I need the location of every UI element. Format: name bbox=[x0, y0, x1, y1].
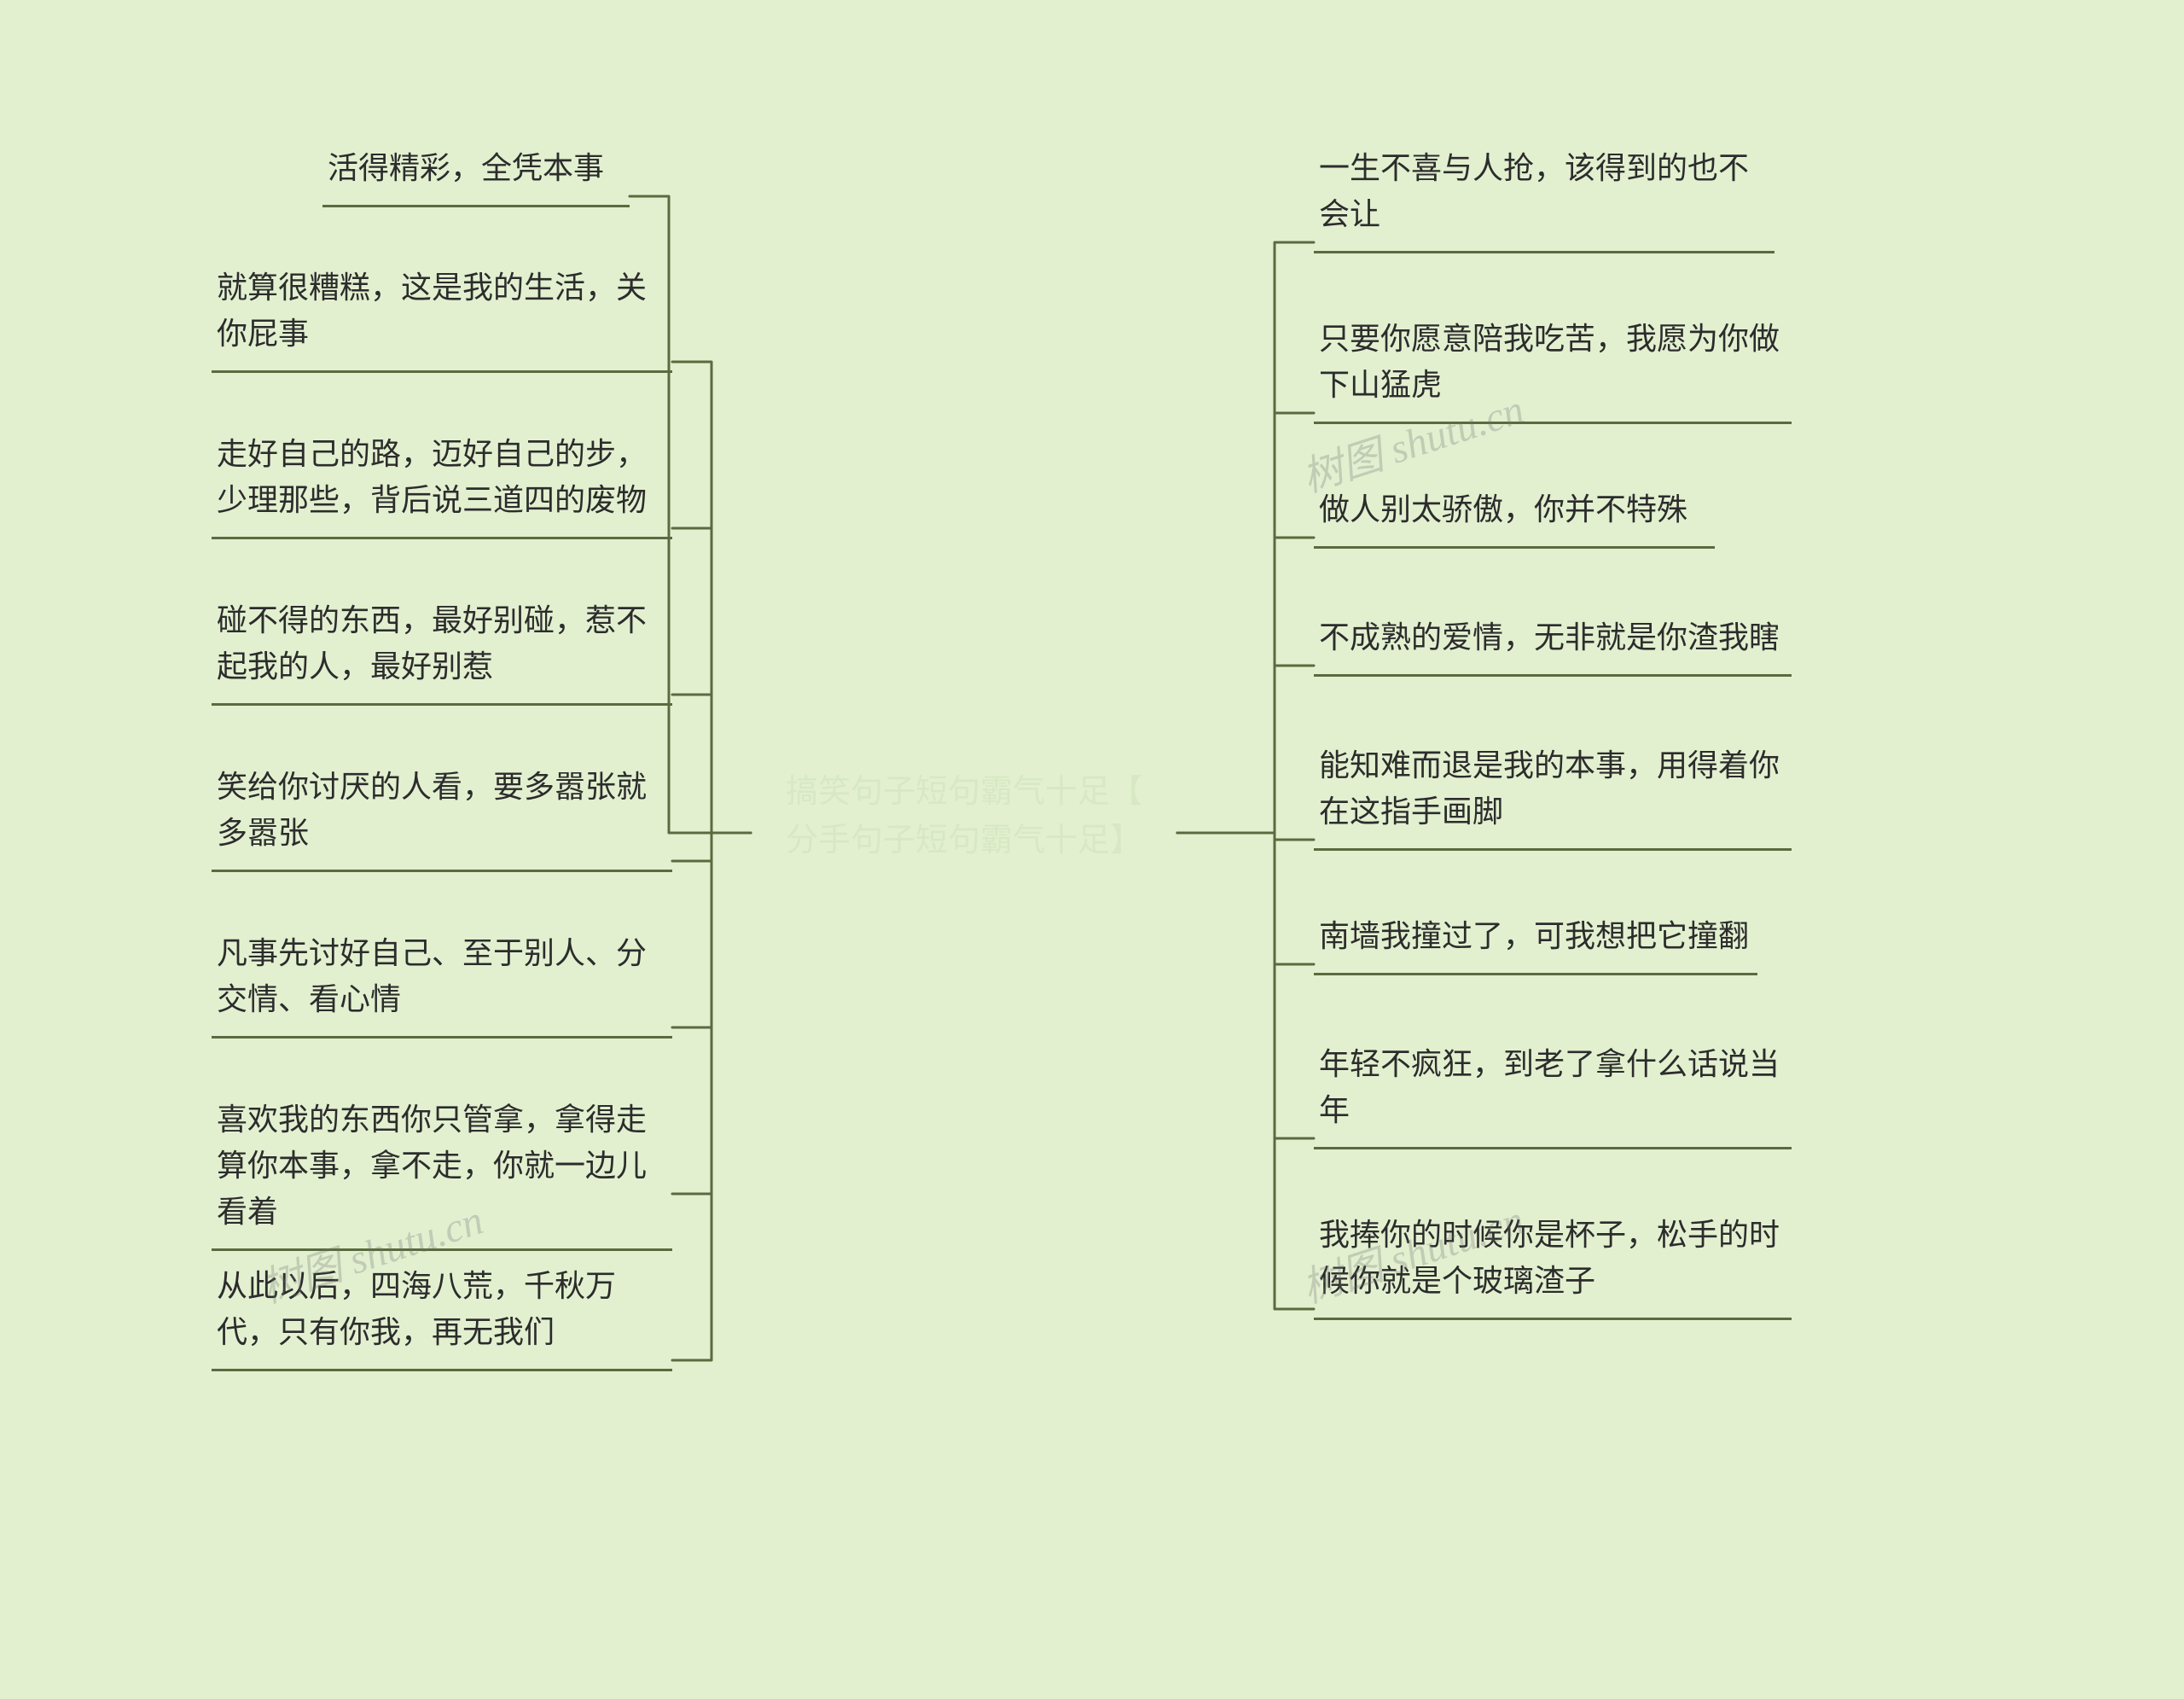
right-leaf-4: 能知难而退是我的本事，用得着你在这指手画脚 bbox=[1314, 734, 1792, 851]
leaf-text: 不成熟的爱情，无非就是你渣我瞎 bbox=[1319, 620, 1780, 655]
leaf-text: 碰不得的东西，最好别碰，惹不起我的人，最好别惹 bbox=[217, 602, 647, 684]
left-leaf-5: 凡事先讨好自己、至于别人、分交情、看心情 bbox=[212, 922, 672, 1039]
leaf-text: 从此以后，四海八荒，千秋万代，只有你我，再无我们 bbox=[217, 1268, 616, 1349]
right-leaf-6: 年轻不疯狂，到老了拿什么话说当年 bbox=[1314, 1033, 1792, 1149]
left-leaf-4: 笑给你讨厌的人看，要多嚣张就多嚣张 bbox=[212, 755, 672, 872]
center-node: 搞笑句子短句霸气十足【 分手句子短句霸气十足】 bbox=[751, 756, 1177, 877]
right-leaf-1: 只要你愿意陪我吃苦，我愿为你做下山猛虎 bbox=[1314, 307, 1792, 424]
left-leaf-1: 就算很糟糕，这是我的生活，关你屁事 bbox=[212, 256, 672, 373]
right-leaf-3: 不成熟的爱情，无非就是你渣我瞎 bbox=[1314, 606, 1792, 677]
leaf-text: 喜欢我的东西你只管拿，拿得走算你本事，拿不走，你就一边儿看着 bbox=[217, 1102, 647, 1229]
left-leaf-0: 活得精彩，全凭本事 bbox=[322, 137, 630, 207]
leaf-text: 笑给你讨厌的人看，要多嚣张就多嚣张 bbox=[217, 769, 647, 850]
leaf-text: 凡事先讨好自己、至于别人、分交情、看心情 bbox=[217, 935, 647, 1016]
center-line-1: 搞笑句子短句霸气十足【 bbox=[786, 774, 1142, 810]
right-leaf-5: 南墙我撞过了，可我想把它撞翻 bbox=[1314, 905, 1757, 975]
left-leaf-7: 从此以后，四海八荒，千秋万代，只有你我，再无我们 bbox=[212, 1254, 672, 1371]
leaf-text: 就算很糟糕，这是我的生活，关你屁事 bbox=[217, 270, 647, 351]
leaf-text: 一生不喜与人抢，该得到的也不会让 bbox=[1319, 150, 1749, 231]
right-leaf-0: 一生不喜与人抢，该得到的也不会让 bbox=[1314, 137, 1774, 253]
left-leaf-2: 走好自己的路，迈好自己的步，少理那些，背后说三道四的废物 bbox=[212, 422, 672, 539]
left-leaf-3: 碰不得的东西，最好别碰，惹不起我的人，最好别惹 bbox=[212, 589, 672, 706]
leaf-text: 南墙我撞过了，可我想把它撞翻 bbox=[1319, 918, 1749, 953]
leaf-text: 活得精彩，全凭本事 bbox=[328, 150, 604, 185]
right-leaf-7: 我捧你的时候你是杯子，松手的时候你就是个玻璃渣子 bbox=[1314, 1203, 1792, 1320]
leaf-text: 年轻不疯狂，到老了拿什么话说当年 bbox=[1319, 1046, 1780, 1127]
right-leaf-2: 做人别太骄傲，你并不特殊 bbox=[1314, 478, 1715, 549]
leaf-text: 我捧你的时候你是杯子，松手的时候你就是个玻璃渣子 bbox=[1319, 1217, 1780, 1298]
leaf-text: 能知难而退是我的本事，用得着你在这指手画脚 bbox=[1319, 748, 1780, 829]
leaf-text: 只要你愿意陪我吃苦，我愿为你做下山猛虎 bbox=[1319, 321, 1780, 402]
center-line-2: 分手句子短句霸气十足】 bbox=[786, 823, 1142, 858]
left-leaf-6: 喜欢我的东西你只管拿，拿得走算你本事，拿不走，你就一边儿看着 bbox=[212, 1088, 672, 1251]
leaf-text: 走好自己的路，迈好自己的步，少理那些，背后说三道四的废物 bbox=[217, 436, 647, 517]
leaf-text: 做人别太骄傲，你并不特殊 bbox=[1319, 492, 1687, 527]
